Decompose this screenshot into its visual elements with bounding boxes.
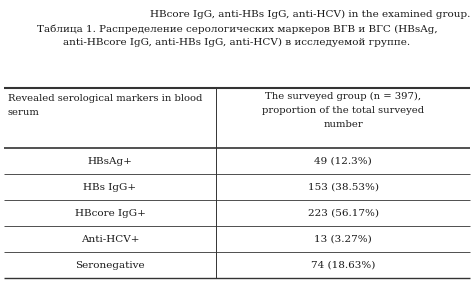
Text: Seronegative: Seronegative — [75, 260, 145, 269]
Text: HBcore IgG+: HBcore IgG+ — [74, 209, 146, 218]
Text: 74 (18.63%): 74 (18.63%) — [311, 260, 375, 269]
Text: Таблица 1. Распределение серологических маркеров ВГВ и ВГС (HBsAg,: Таблица 1. Распределение серологических … — [36, 24, 438, 33]
Text: 223 (56.17%): 223 (56.17%) — [308, 209, 379, 218]
Text: HBs IgG+: HBs IgG+ — [83, 183, 137, 192]
Text: 153 (38.53%): 153 (38.53%) — [308, 183, 379, 192]
Text: HBcore IgG, anti-HBs IgG, anti-HCV) in the examined group.: HBcore IgG, anti-HBs IgG, anti-HCV) in t… — [150, 10, 470, 19]
Text: number: number — [323, 120, 363, 129]
Text: HBsAg+: HBsAg+ — [88, 156, 132, 166]
Text: 13 (3.27%): 13 (3.27%) — [314, 235, 372, 243]
Text: The surveyed group (n = 397),: The surveyed group (n = 397), — [265, 92, 421, 101]
Text: anti-HBcore IgG, anti-HBs IgG, anti-HCV) в исследуемой группе.: anti-HBcore IgG, anti-HBs IgG, anti-HCV)… — [64, 38, 410, 47]
Text: 49 (12.3%): 49 (12.3%) — [314, 156, 372, 166]
Text: Revealed serological markers in blood: Revealed serological markers in blood — [8, 94, 202, 103]
Text: Anti-HCV+: Anti-HCV+ — [81, 235, 139, 243]
Text: serum: serum — [8, 108, 40, 117]
Text: proportion of the total surveyed: proportion of the total surveyed — [262, 106, 424, 115]
